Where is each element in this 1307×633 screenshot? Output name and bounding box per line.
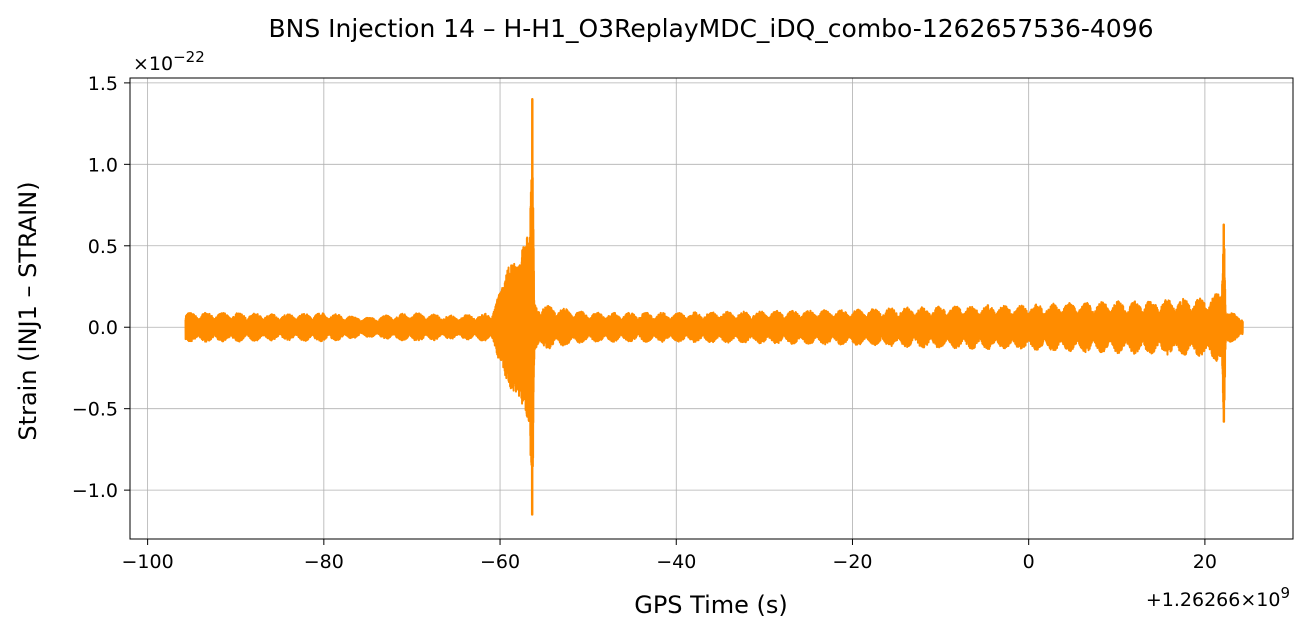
y-scale-base: ×10 xyxy=(133,53,173,75)
x-tick-label: −100 xyxy=(122,551,174,573)
y-scale-exponent: −22 xyxy=(173,48,205,66)
y-tick-label: 0.0 xyxy=(88,317,118,339)
x-tick-label: 0 xyxy=(1023,551,1035,573)
x-tick-label: −80 xyxy=(304,551,344,573)
y-scale-factor: ×10−22 xyxy=(133,48,205,75)
x-ticks: −100 −80 −60 −40 −20 0 20 xyxy=(122,539,1217,573)
y-tick-label: 1.0 xyxy=(88,154,118,176)
y-tick-label: −1.0 xyxy=(72,480,118,502)
y-tick-label: 0.5 xyxy=(88,236,118,258)
plot-frame xyxy=(129,77,1294,540)
strain-series-line xyxy=(184,98,1244,516)
x-tick-label: 20 xyxy=(1193,551,1217,573)
chart-title: BNS Injection 14 – H-H1_O3ReplayMDC_iDQ_… xyxy=(268,14,1153,43)
x-tick-label: −60 xyxy=(480,551,520,573)
x-offset: +1.26266×109 xyxy=(1146,584,1290,611)
y-ticks: −1.0 −0.5 0.0 0.5 1.0 1.5 xyxy=(72,73,130,502)
x-offset-exponent: 9 xyxy=(1280,584,1290,602)
y-tick-label: −0.5 xyxy=(72,399,118,421)
x-tick-label: −20 xyxy=(832,551,872,573)
x-tick-label: −40 xyxy=(656,551,696,573)
x-offset-base: +1.26266×10 xyxy=(1146,589,1281,611)
y-axis-label: Strain (INJ1 – STRAIN) xyxy=(14,181,42,440)
y-tick-label: 1.5 xyxy=(88,73,118,95)
data-layer xyxy=(184,98,1244,516)
x-axis-label: GPS Time (s) xyxy=(634,591,788,619)
